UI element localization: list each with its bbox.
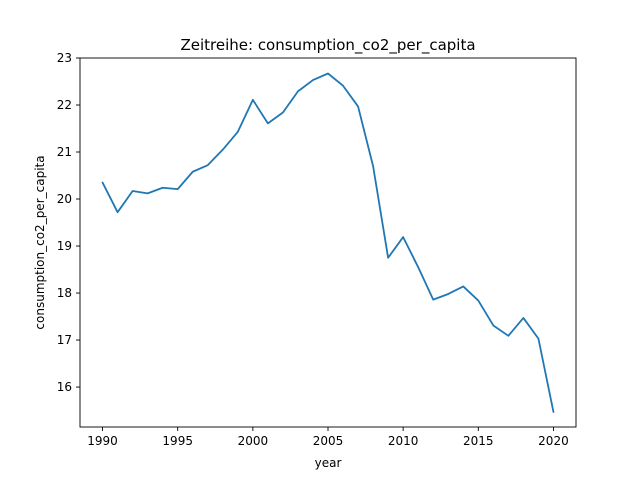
plot-frame bbox=[79, 57, 577, 428]
y-tick-label: 18 bbox=[57, 286, 72, 300]
y-tick-label: 23 bbox=[57, 51, 72, 65]
x-tick-label: 2010 bbox=[388, 434, 419, 448]
y-tick-label: 16 bbox=[57, 380, 72, 394]
chart-title: Zeitreihe: consumption_co2_per_capita bbox=[180, 36, 475, 55]
x-tick-label: 2015 bbox=[463, 434, 494, 448]
x-tick-label: 1990 bbox=[87, 434, 118, 448]
y-tick-label: 20 bbox=[57, 192, 72, 206]
x-axis-label: year bbox=[315, 456, 342, 470]
series-line bbox=[101, 72, 555, 413]
plot-area bbox=[80, 58, 576, 427]
x-tick-label: 2000 bbox=[238, 434, 269, 448]
y-axis-label: consumption_co2_per_capita bbox=[33, 155, 47, 329]
x-axis-ticks: 1990 1995 2000 2005 2010 2015 2020 bbox=[87, 427, 569, 448]
x-tick-label: 2020 bbox=[538, 434, 569, 448]
y-tick-label: 19 bbox=[57, 239, 72, 253]
y-tick-label: 21 bbox=[57, 145, 72, 159]
y-tick-label: 17 bbox=[57, 333, 72, 347]
y-tick-label: 22 bbox=[57, 98, 72, 112]
x-tick-label: 2005 bbox=[313, 434, 344, 448]
x-tick-label: 1995 bbox=[162, 434, 193, 448]
y-axis-ticks: 16 17 18 19 20 21 22 23 bbox=[57, 51, 80, 394]
